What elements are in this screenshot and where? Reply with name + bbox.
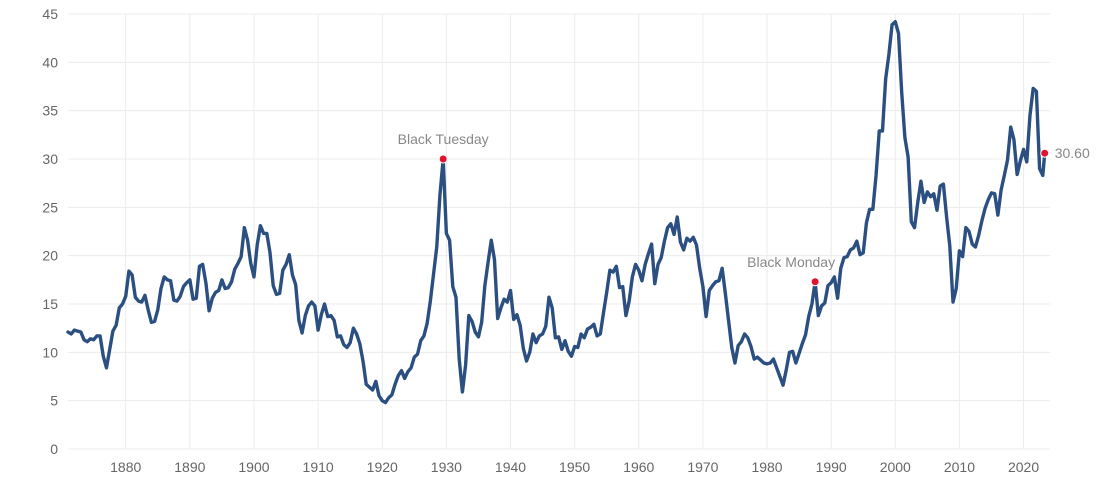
- x-tick-label: 1980: [751, 459, 782, 475]
- x-tick-label: 1970: [687, 459, 718, 475]
- x-tick-label: 2020: [1008, 459, 1039, 475]
- annotation-marker: [1040, 148, 1050, 158]
- x-tick-label: 2010: [944, 459, 975, 475]
- y-tick-label: 5: [50, 393, 58, 409]
- annotation-marker: [438, 154, 448, 164]
- y-tick-label: 0: [50, 441, 58, 457]
- x-tick-label: 2000: [880, 459, 911, 475]
- x-tick-label: 1930: [431, 459, 462, 475]
- y-tick-label: 45: [42, 6, 58, 22]
- y-tick-label: 10: [42, 344, 58, 360]
- x-tick-label: 1940: [495, 459, 526, 475]
- annotation-layer: Black Tuesday Black Monday 30.60: [398, 131, 1090, 287]
- x-tick-label: 1960: [623, 459, 654, 475]
- y-tick-label: 15: [42, 296, 58, 312]
- y-axis-tick-labels: 0 5 10 15 20 25 30 35 40 45: [42, 6, 58, 457]
- x-axis-tick-labels: 1880 1890 1900 1910 1920 1930 1940 1950 1960 1970…: [110, 459, 1039, 475]
- x-tick-label: 1900: [238, 459, 269, 475]
- series-line: [66, 20, 1047, 405]
- annotation-label: 30.60: [1055, 145, 1090, 161]
- x-tick-label: 1990: [816, 459, 847, 475]
- y-tick-label: 30: [42, 151, 58, 167]
- x-tick-label: 1920: [367, 459, 398, 475]
- x-tick-label: 1880: [110, 459, 141, 475]
- chart-grid: [68, 13, 1050, 450]
- y-tick-label: 20: [42, 248, 58, 264]
- annotation-marker: [810, 277, 820, 287]
- y-tick-label: 35: [42, 103, 58, 119]
- y-tick-label: 25: [42, 199, 58, 215]
- x-tick-label: 1950: [559, 459, 590, 475]
- x-tick-label: 1910: [303, 459, 334, 475]
- annotation-label: Black Tuesday: [398, 131, 489, 147]
- x-tick-label: 1890: [174, 459, 205, 475]
- y-tick-label: 40: [42, 54, 58, 70]
- annotation-label: Black Monday: [747, 254, 835, 270]
